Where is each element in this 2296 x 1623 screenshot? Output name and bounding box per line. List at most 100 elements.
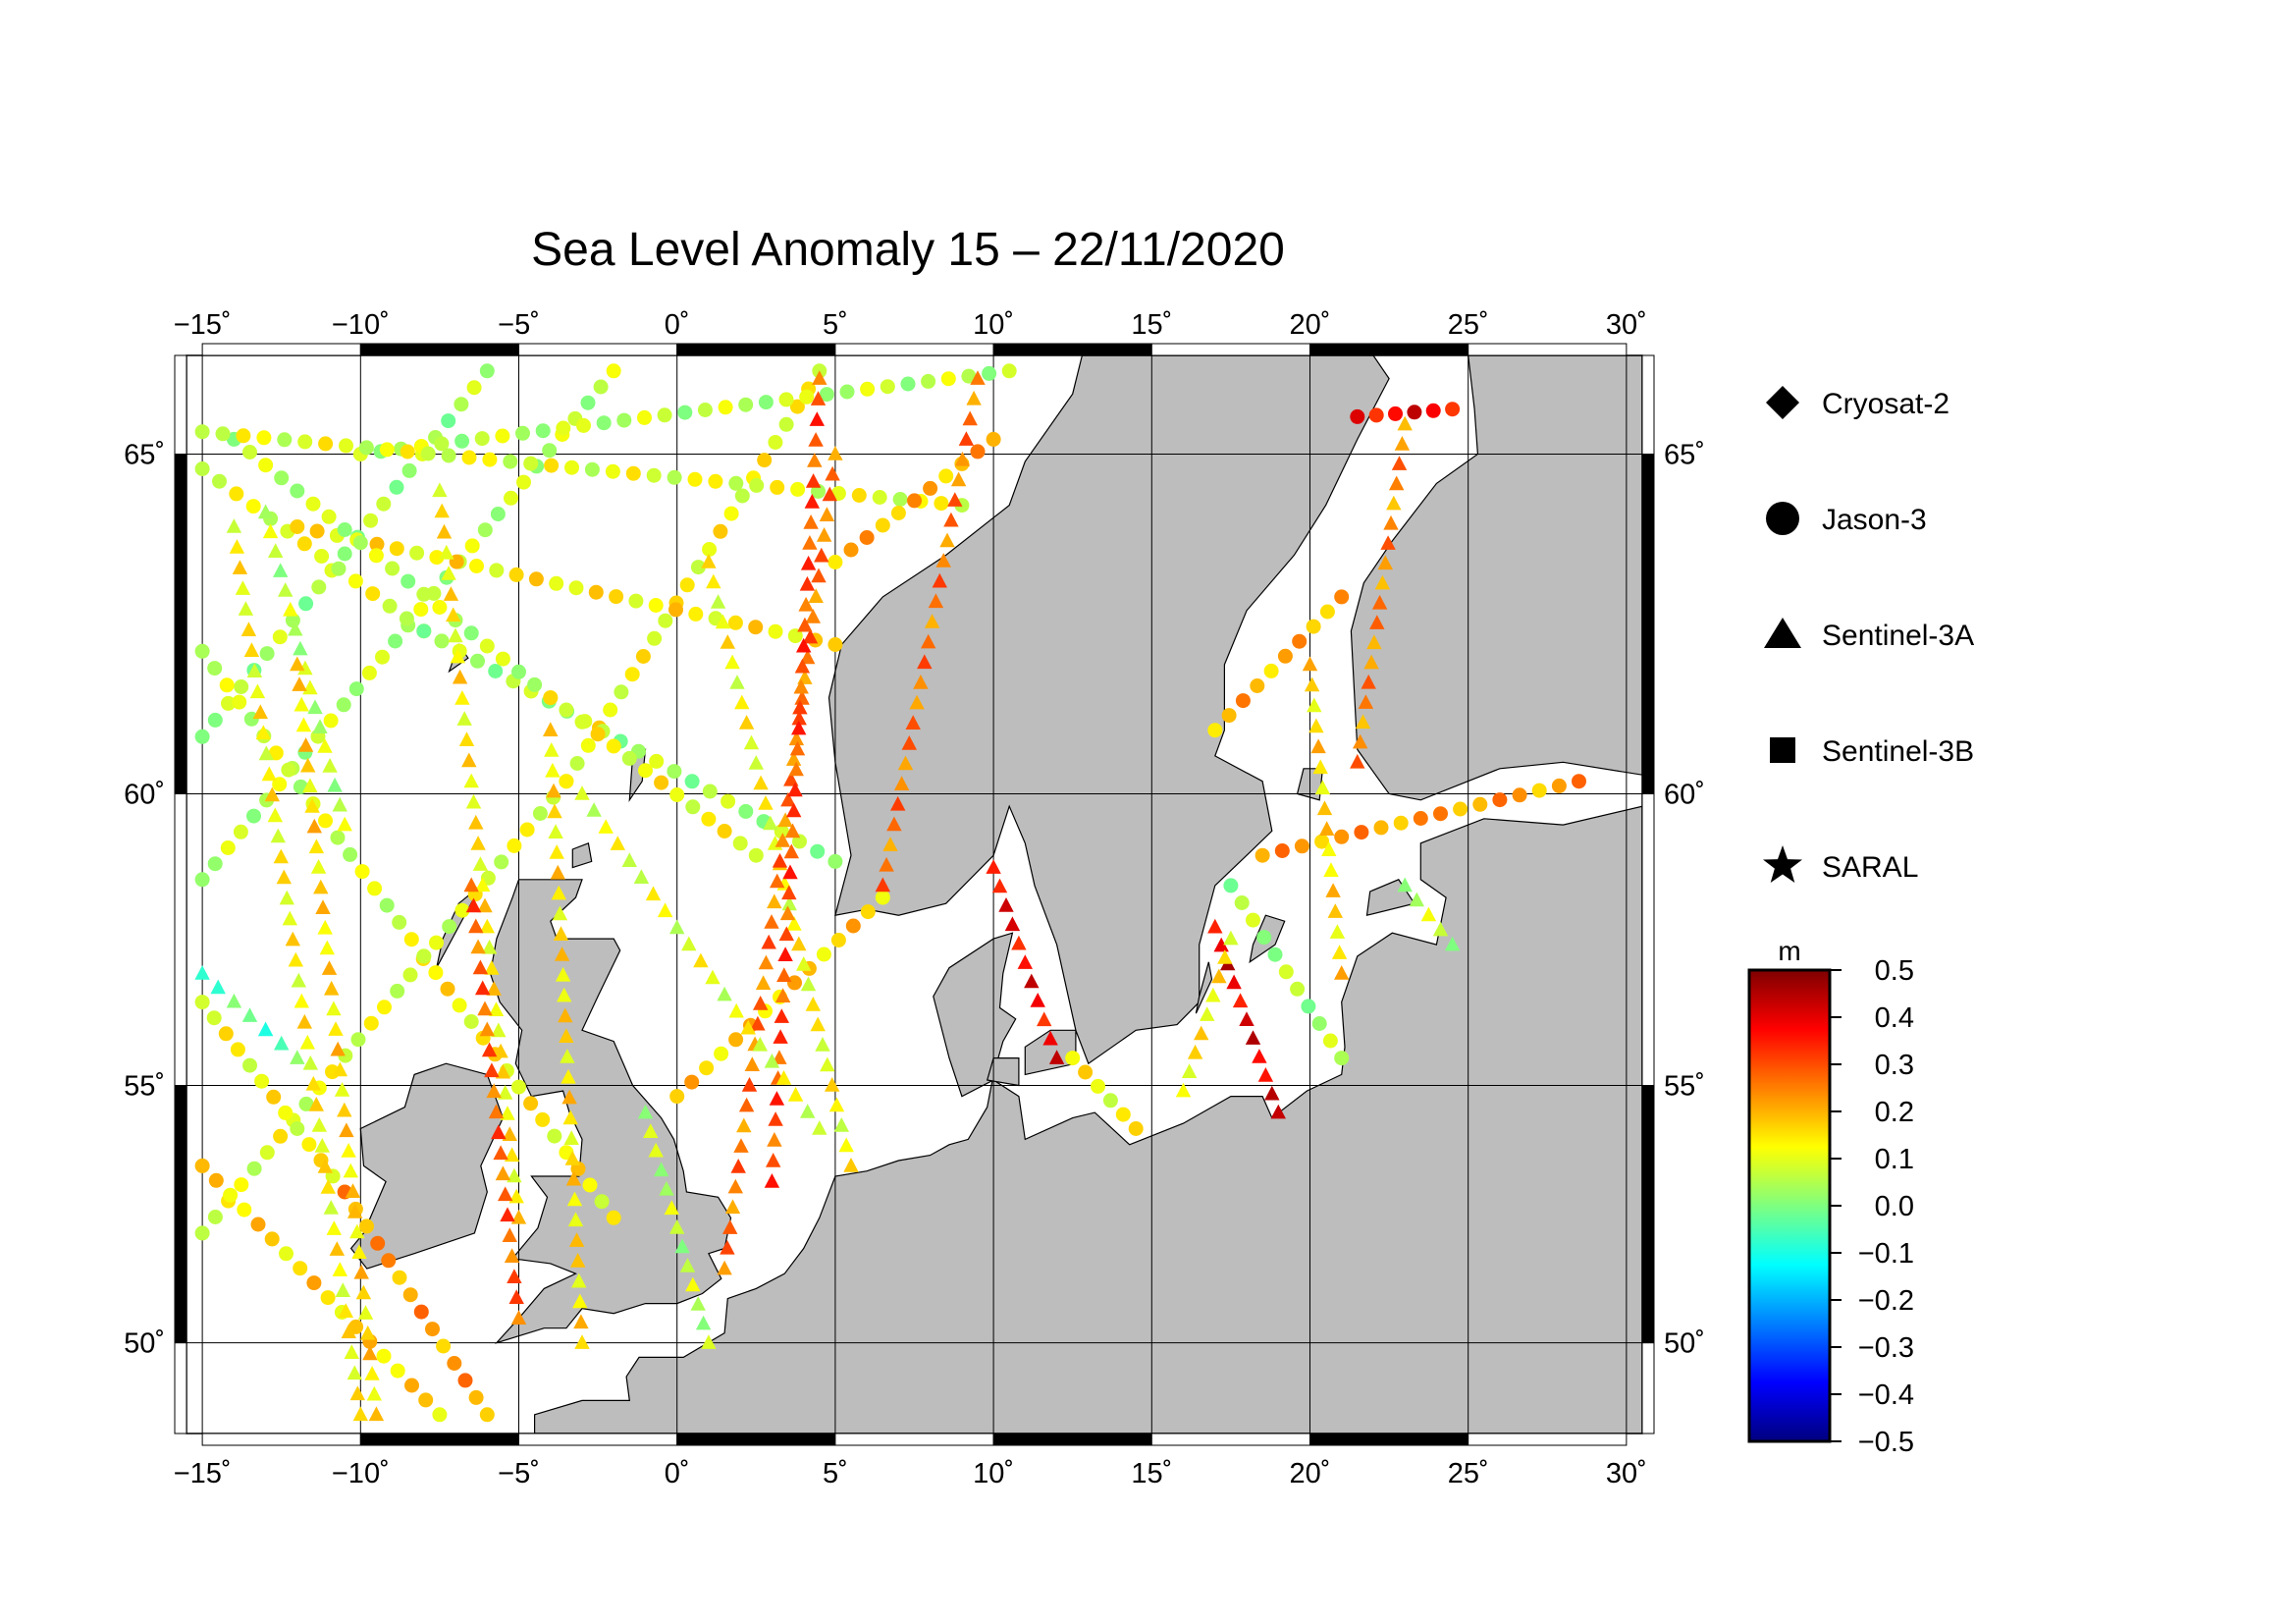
data-point-triangle xyxy=(566,1191,583,1207)
data-point-circle xyxy=(921,373,936,389)
data-point-triangle xyxy=(804,494,820,509)
data-point-circle xyxy=(843,542,859,558)
data-point-circle xyxy=(389,541,404,557)
data-point-triangle xyxy=(305,1075,321,1091)
data-point-triangle xyxy=(1314,780,1331,795)
data-point-triangle xyxy=(1017,954,1033,969)
data-point-circle xyxy=(1407,405,1422,420)
data-point-triangle xyxy=(740,1019,756,1035)
data-point-triangle xyxy=(1207,918,1223,934)
data-point-triangle xyxy=(315,899,331,914)
land-great-britain xyxy=(489,879,732,1344)
data-point-circle xyxy=(535,1111,551,1127)
data-point-circle xyxy=(277,432,293,448)
data-point-circle xyxy=(194,461,210,476)
data-point-triangle xyxy=(779,905,796,921)
data-point-circle xyxy=(268,745,284,761)
data-point-triangle xyxy=(353,1264,369,1279)
data-point-circle xyxy=(330,830,346,845)
data-point-triangle xyxy=(477,897,493,913)
data-point-circle xyxy=(347,573,363,589)
data-point-triangle xyxy=(962,410,978,426)
data-point-circle xyxy=(774,824,789,839)
data-point-triangle xyxy=(362,1345,378,1361)
data-point-circle xyxy=(223,1187,239,1203)
data-point-circle xyxy=(787,975,802,991)
data-point-triangle xyxy=(1004,916,1021,932)
frame-segment xyxy=(1468,1433,1628,1446)
data-point-circle xyxy=(376,1348,392,1364)
data-point-triangle xyxy=(648,1142,664,1158)
data-point-circle xyxy=(606,738,621,754)
data-point-triangle xyxy=(800,555,817,570)
data-point-circle xyxy=(519,822,535,838)
data-point-circle xyxy=(290,1121,305,1136)
data-point-triangle xyxy=(767,893,782,909)
data-point-triangle xyxy=(720,634,735,649)
data-point-circle xyxy=(728,1032,744,1048)
data-point-circle xyxy=(792,834,807,849)
data-point-circle xyxy=(441,413,456,429)
data-point-circle xyxy=(702,542,718,557)
data-point-triangle xyxy=(296,1013,312,1029)
data-point-triangle xyxy=(787,782,803,797)
data-point-circle xyxy=(1551,778,1567,793)
data-point-triangle xyxy=(341,1143,356,1158)
data-point-triangle xyxy=(495,1063,511,1079)
data-point-triangle xyxy=(349,1385,365,1401)
data-point-circle xyxy=(569,756,585,771)
data-point-triangle xyxy=(320,1179,336,1194)
data-point-triangle xyxy=(774,988,791,1002)
data-point-circle xyxy=(515,425,530,441)
data-point-circle xyxy=(207,661,223,676)
data-point-triangle xyxy=(802,535,818,550)
data-point-triangle xyxy=(276,869,292,885)
data-point-circle xyxy=(1314,834,1330,849)
data-point-triangle xyxy=(1331,945,1348,959)
data-point-triangle xyxy=(456,711,472,726)
data-point-triangle xyxy=(454,690,470,705)
data-point-circle xyxy=(463,625,479,641)
lat-tick-label-right: 65˚ xyxy=(1664,439,1705,470)
data-point-triangle xyxy=(502,1227,517,1242)
data-point-triangle xyxy=(341,1324,356,1338)
data-point-triangle xyxy=(808,432,824,447)
data-point-triangle xyxy=(232,560,248,574)
data-point-triangle xyxy=(488,1001,505,1016)
data-point-circle xyxy=(194,643,210,659)
data-point-triangle xyxy=(1327,903,1343,918)
data-point-triangle xyxy=(351,1244,367,1259)
data-point-circle xyxy=(685,799,701,815)
data-point-circle xyxy=(508,567,524,582)
data-point-circle xyxy=(390,983,405,999)
data-point-circle xyxy=(1311,1016,1327,1031)
data-point-triangle xyxy=(1181,1063,1198,1078)
data-point-triangle xyxy=(308,1097,324,1111)
frame-segment xyxy=(1150,1433,1310,1446)
data-point-circle xyxy=(1512,787,1527,803)
data-point-circle xyxy=(363,1015,379,1031)
legend-label: Cryosat-2 xyxy=(1822,388,1949,420)
data-point-circle xyxy=(323,713,339,729)
lon-tick-label-top: 30˚ xyxy=(1606,309,1647,341)
data-point-circle xyxy=(318,813,333,829)
data-point-circle xyxy=(358,440,374,456)
data-point-triangle xyxy=(690,1296,706,1311)
data-point-triangle xyxy=(781,895,797,911)
frame-segment xyxy=(1641,792,1655,1087)
colorbar-tick-label: 0.0 xyxy=(1875,1191,1914,1222)
data-point-triangle xyxy=(559,1028,574,1043)
data-point-circle xyxy=(594,1194,610,1210)
data-point-triangle xyxy=(326,1220,342,1235)
data-point-circle xyxy=(961,368,977,384)
data-point-circle xyxy=(638,763,653,779)
data-point-triangle xyxy=(282,910,297,926)
data-point-triangle xyxy=(825,1077,840,1092)
data-point-triangle xyxy=(366,1385,382,1401)
data-point-triangle xyxy=(317,738,333,753)
data-point-circle xyxy=(603,702,618,718)
data-point-triangle xyxy=(571,1272,587,1288)
data-point-triangle xyxy=(775,1070,792,1085)
data-point-circle xyxy=(259,1145,275,1161)
data-point-triangle xyxy=(805,609,821,623)
